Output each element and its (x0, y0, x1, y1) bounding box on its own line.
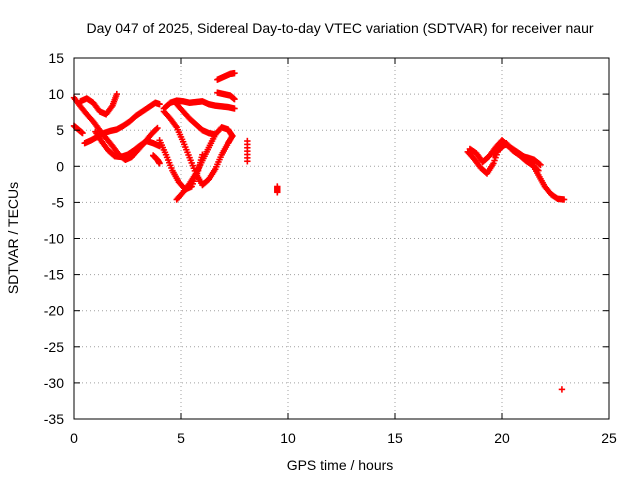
data-points (70, 69, 568, 393)
data-point (229, 132, 236, 140)
y-axis-title: SDTVAR / TECUs (5, 182, 21, 294)
data-point (153, 125, 160, 133)
y-tick-label: 0 (56, 158, 64, 174)
data-point (113, 90, 120, 98)
y-tick-label: -30 (44, 375, 64, 391)
data-point (560, 196, 568, 203)
data-point (156, 101, 163, 108)
data-point (534, 166, 541, 173)
data-point (558, 386, 566, 393)
data-point (244, 158, 251, 165)
data-point (231, 95, 238, 103)
y-tick-labels: 15 10 5 0 -5 -10 -15 -20 -25 -30 -35 (44, 50, 64, 427)
data-point (231, 69, 238, 77)
data-point (156, 160, 163, 167)
x-axis-title: GPS time / hours (287, 457, 394, 473)
data-point (212, 131, 219, 138)
x-tick-label: 20 (494, 430, 510, 446)
data-point (274, 189, 281, 196)
y-tick-label: 15 (48, 50, 64, 66)
data-point (231, 105, 238, 112)
x-tick-label: 0 (70, 430, 78, 446)
y-tick-label: 5 (56, 122, 64, 138)
x-tick-label: 15 (387, 430, 403, 446)
x-tick-label: 10 (280, 430, 296, 446)
x-tick-label: 25 (601, 430, 617, 446)
y-tick-label: 10 (48, 86, 64, 102)
tick-marks (73, 57, 610, 420)
y-tick-label: -5 (52, 194, 65, 210)
y-tick-label: -20 (44, 303, 64, 319)
x-tick-labels: 0 5 10 15 20 25 (70, 430, 617, 446)
data-point (79, 129, 86, 137)
y-tick-label: -25 (44, 339, 64, 355)
data-point (535, 167, 542, 174)
x-tick-label: 5 (177, 430, 185, 446)
data-point (154, 124, 161, 132)
y-tick-label: -10 (44, 231, 64, 247)
y-tick-label: -35 (44, 411, 64, 427)
y-tick-label: -15 (44, 267, 64, 283)
data-point (536, 160, 543, 168)
data-point (537, 161, 544, 169)
grid-layer (74, 58, 609, 419)
chart-title: Day 047 of 2025, Sidereal Day-to-day VTE… (86, 20, 593, 36)
